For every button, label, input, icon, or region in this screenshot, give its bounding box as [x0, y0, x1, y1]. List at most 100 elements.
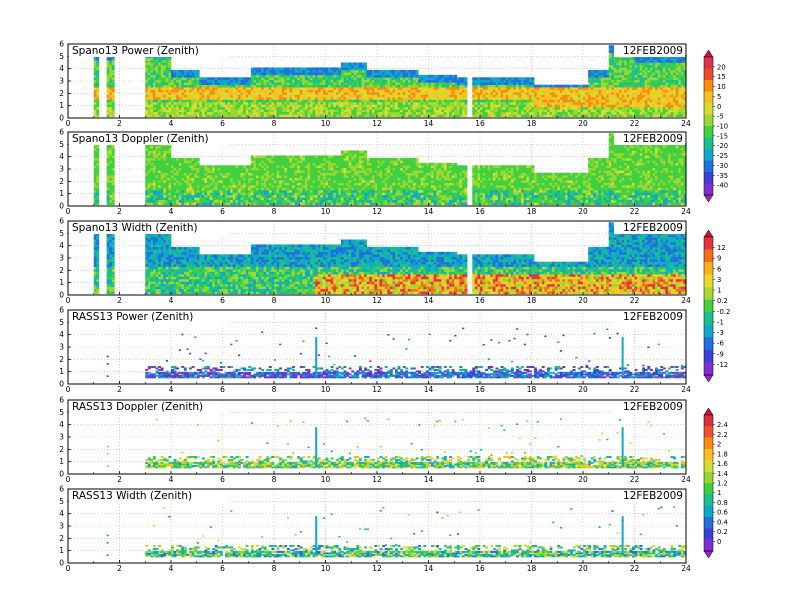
data-cell: [418, 112, 421, 115]
data-cell: [168, 102, 171, 105]
data-cell: [596, 114, 599, 117]
data-cell: [215, 170, 218, 173]
data-cell: [385, 92, 388, 95]
data-cell: [671, 63, 674, 66]
data-cell: [511, 104, 514, 107]
data-cell: [220, 183, 223, 186]
data-cell: [483, 112, 486, 115]
data-cell: [583, 114, 586, 117]
data-cell: [380, 104, 383, 107]
data-cell: [333, 75, 336, 78]
data-cell: [678, 107, 681, 110]
data-cell: [179, 92, 182, 95]
data-cell: [174, 192, 177, 195]
data-cell: [591, 90, 594, 93]
data-cell: [161, 153, 164, 156]
data-cell: [380, 114, 383, 117]
data-cell: [148, 70, 151, 73]
data-cell: [307, 70, 310, 73]
data-cell: [109, 75, 112, 78]
data-cell: [313, 95, 316, 98]
data-cell: [575, 104, 578, 107]
data-cell: [614, 112, 617, 115]
data-cell: [668, 100, 671, 103]
data-cell: [604, 80, 607, 83]
data-cell: [295, 112, 298, 115]
data-cell: [526, 95, 529, 98]
data-cell: [269, 80, 272, 83]
data-cell: [454, 114, 457, 117]
data-cell: [362, 104, 365, 107]
data-cell: [400, 97, 403, 100]
data-cell: [351, 92, 354, 95]
data-cell: [459, 80, 462, 83]
data-cell: [550, 97, 553, 100]
data-cell: [606, 102, 609, 105]
data-cell: [395, 70, 398, 73]
data-cell: [197, 75, 200, 78]
data-cell: [94, 114, 97, 117]
data-cell: [405, 77, 408, 80]
data-cell: [307, 82, 310, 85]
data-cell: [524, 102, 527, 105]
data-cell: [171, 87, 174, 90]
data-cell: [150, 195, 153, 198]
data-cell: [174, 197, 177, 200]
data-cell: [519, 97, 522, 100]
data-cell: [609, 114, 612, 117]
data-cell: [161, 200, 164, 203]
data-cell: [148, 104, 151, 107]
data-cell: [431, 90, 434, 93]
data-cell: [513, 109, 516, 112]
data-cell: [616, 97, 619, 100]
data-cell: [192, 158, 195, 161]
data-cell: [508, 90, 511, 93]
data-cell: [163, 97, 166, 100]
data-cell: [266, 72, 269, 75]
data-cell: [421, 112, 424, 115]
data-cell: [372, 80, 375, 83]
data-cell: [179, 202, 182, 205]
data-cell: [305, 112, 308, 115]
data-cell: [202, 109, 205, 112]
data-cell: [333, 85, 336, 88]
data-cell: [676, 65, 679, 68]
data-cell: [150, 90, 153, 93]
data-cell: [632, 92, 635, 95]
data-cell: [186, 82, 189, 85]
data-cell: [197, 104, 200, 107]
data-cell: [107, 195, 110, 198]
data-cell: [220, 109, 223, 112]
data-cell: [485, 77, 488, 80]
data-cell: [153, 165, 156, 168]
data-cell: [351, 102, 354, 105]
data-cell: [315, 97, 318, 100]
data-cell: [632, 63, 635, 66]
data-cell: [498, 102, 501, 105]
data-cell: [318, 100, 321, 103]
data-cell: [346, 67, 349, 70]
data-cell: [202, 183, 205, 186]
data-cell: [192, 104, 195, 107]
data-cell: [436, 109, 439, 112]
data-cell: [96, 107, 99, 110]
data-cell: [601, 82, 604, 85]
data-cell: [94, 202, 97, 205]
data-cell: [611, 80, 614, 83]
data-cell: [640, 104, 643, 107]
data-cell: [246, 109, 249, 112]
data-cell: [547, 100, 550, 103]
data-cell: [374, 104, 377, 107]
data-cell: [508, 102, 511, 105]
data-cell: [295, 85, 298, 88]
data-cell: [307, 75, 310, 78]
data-cell: [189, 195, 192, 198]
data-cell: [671, 82, 674, 85]
data-cell: [94, 87, 97, 90]
data-cell: [508, 104, 511, 107]
data-cell: [243, 90, 246, 93]
data-cell: [166, 173, 169, 176]
data-cell: [681, 100, 684, 103]
data-cell: [604, 77, 607, 80]
data-cell: [168, 185, 171, 188]
